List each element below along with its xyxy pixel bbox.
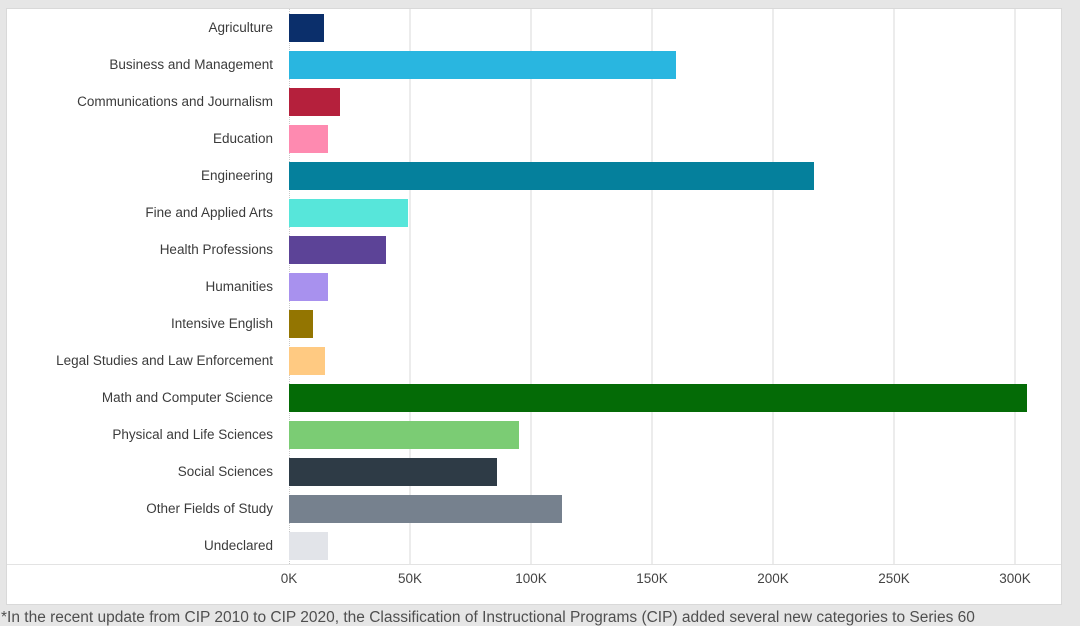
gridline	[530, 9, 532, 564]
chart-row: Business and Management	[7, 50, 1061, 79]
category-label: Social Sciences	[177, 463, 273, 479]
category-label: Legal Studies and Law Enforcement	[56, 352, 273, 368]
chart-row: Engineering	[7, 161, 1061, 190]
bar-business-and-management	[289, 50, 677, 79]
x-tick-label: 150K	[636, 571, 668, 586]
bar-humanities	[289, 272, 328, 301]
category-label: Health Professions	[159, 241, 273, 257]
category-label: Engineering	[200, 167, 273, 183]
bar-health-professions	[289, 235, 386, 264]
category-label: Fine and Applied Arts	[145, 204, 273, 220]
chart-row: Intensive English	[7, 309, 1061, 338]
bar-other-fields-of-study	[289, 494, 563, 523]
chart-row: Other Fields of Study	[7, 494, 1061, 523]
gridline	[651, 9, 653, 564]
bar-intensive-english	[289, 309, 314, 338]
x-tick-label: 300K	[999, 571, 1031, 586]
chart-row: Legal Studies and Law Enforcement	[7, 346, 1061, 375]
bar-legal-studies-and-law-enforcement	[289, 346, 326, 375]
chart-row: Education	[7, 124, 1061, 153]
category-label: Math and Computer Science	[101, 389, 273, 405]
category-label: Education	[212, 130, 273, 146]
chart-row: Undeclared	[7, 531, 1061, 560]
chart-row: Humanities	[7, 272, 1061, 301]
category-label: Business and Management	[109, 56, 273, 72]
bar-education	[289, 124, 328, 153]
category-label: Physical and Life Sciences	[112, 426, 273, 442]
category-label: Agriculture	[208, 19, 273, 35]
x-axis-line	[7, 564, 1061, 565]
chart-row: Health Professions	[7, 235, 1061, 264]
x-tick-label: 250K	[878, 571, 910, 586]
gridline	[1014, 9, 1016, 564]
chart-row: Fine and Applied Arts	[7, 198, 1061, 227]
bar-physical-and-life-sciences	[289, 420, 519, 449]
chart-row: Communications and Journalism	[7, 87, 1061, 116]
bar-engineering	[289, 161, 815, 190]
bar-communications-and-journalism	[289, 87, 340, 116]
category-label: Intensive English	[170, 315, 273, 331]
chart-row: Social Sciences	[7, 457, 1061, 486]
bar-undeclared	[289, 531, 328, 560]
x-tick-label: 200K	[757, 571, 789, 586]
footnote-text: *In the recent update from CIP 2010 to C…	[1, 609, 975, 626]
category-label: Humanities	[205, 278, 273, 294]
category-label: Communications and Journalism	[77, 93, 273, 109]
bar-social-sciences	[289, 457, 498, 486]
bar-math-and-computer-science	[289, 383, 1028, 412]
chart-row: Math and Computer Science	[7, 383, 1061, 412]
bar-fine-and-applied-arts	[289, 198, 408, 227]
x-tick-label: 50K	[397, 571, 423, 586]
gridline	[893, 9, 895, 564]
x-tick-label: 0K	[280, 571, 298, 586]
chart-card: Agriculture Business and Management Commun…	[6, 8, 1062, 605]
category-label: Undeclared	[203, 537, 273, 553]
bar-agriculture	[289, 13, 325, 42]
chart-row: Physical and Life Sciences	[7, 420, 1061, 449]
category-label: Other Fields of Study	[146, 500, 273, 516]
chart-row: Agriculture	[7, 13, 1061, 42]
gridline	[409, 9, 411, 564]
x-tick-label: 100K	[515, 571, 547, 586]
gridline	[772, 9, 774, 564]
